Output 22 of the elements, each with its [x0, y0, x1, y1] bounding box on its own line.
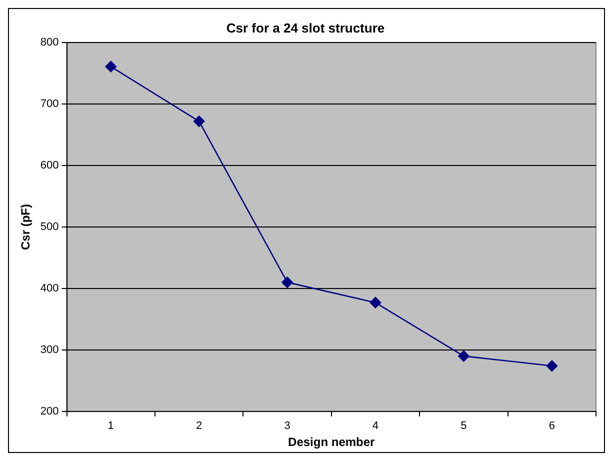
x-tick-label: 2 [196, 420, 202, 432]
point [546, 360, 558, 372]
x-tick-label: 4 [372, 420, 379, 432]
y-tick-label: 200 [40, 405, 59, 418]
y-tick-label: 800 [40, 36, 59, 49]
y-tick-label: 700 [40, 98, 59, 110]
y-tick-label: 300 [40, 344, 59, 356]
point [282, 276, 293, 288]
point [105, 60, 117, 72]
y-tick-label: 500 [40, 221, 59, 234]
point [370, 296, 382, 308]
x-tick-label: 3 [284, 420, 290, 432]
point [458, 350, 470, 362]
chart-title: Csr for a 24 slot structure [226, 20, 385, 36]
point [193, 116, 205, 127]
y-tick-label: 400 [40, 282, 59, 294]
x-axis-title: Design nember [288, 435, 376, 450]
x-tick-label: 5 [460, 420, 467, 432]
x-tick-label: 1 [108, 420, 114, 432]
x-tick-label: 6 [548, 420, 555, 432]
y-tick-label: 600 [40, 160, 59, 172]
y-axis-title: Csr (pF) [18, 204, 33, 250]
